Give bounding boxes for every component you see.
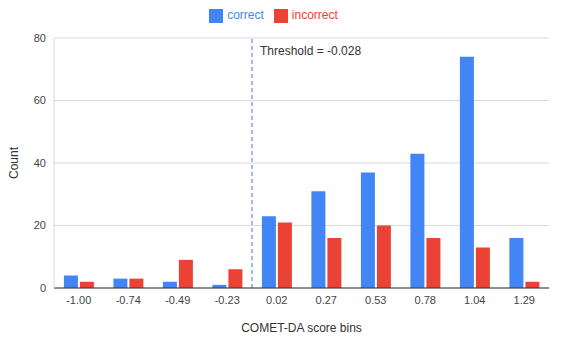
svg-text:0: 0 bbox=[40, 282, 46, 294]
svg-text:1.29: 1.29 bbox=[514, 294, 535, 306]
svg-text:COMET-DA score bins: COMET-DA score bins bbox=[241, 321, 362, 335]
svg-text:80: 80 bbox=[34, 32, 46, 44]
svg-text:0.02: 0.02 bbox=[266, 294, 287, 306]
html-text:incorrect: incorrect bbox=[291, 8, 338, 22]
svg-text:0.27: 0.27 bbox=[316, 294, 337, 306]
svg-text:-0.49: -0.49 bbox=[165, 294, 190, 306]
svg-text:1.04: 1.04 bbox=[464, 294, 485, 306]
svg-text:Threshold = -0.028: Threshold = -0.028 bbox=[260, 44, 361, 58]
svg-text:Count: Count bbox=[8, 146, 21, 179]
svg-text:-0.23: -0.23 bbox=[215, 294, 240, 306]
svg-text:-0.74: -0.74 bbox=[116, 294, 141, 306]
svg-text:0.53: 0.53 bbox=[365, 294, 386, 306]
html-text:correct: correct bbox=[227, 8, 264, 22]
svg-text:40: 40 bbox=[34, 157, 46, 169]
svg-text:60: 60 bbox=[34, 94, 46, 106]
svg-text:0.78: 0.78 bbox=[415, 294, 436, 306]
svg-text:20: 20 bbox=[34, 219, 46, 231]
svg-text:-1.00: -1.00 bbox=[66, 294, 91, 306]
